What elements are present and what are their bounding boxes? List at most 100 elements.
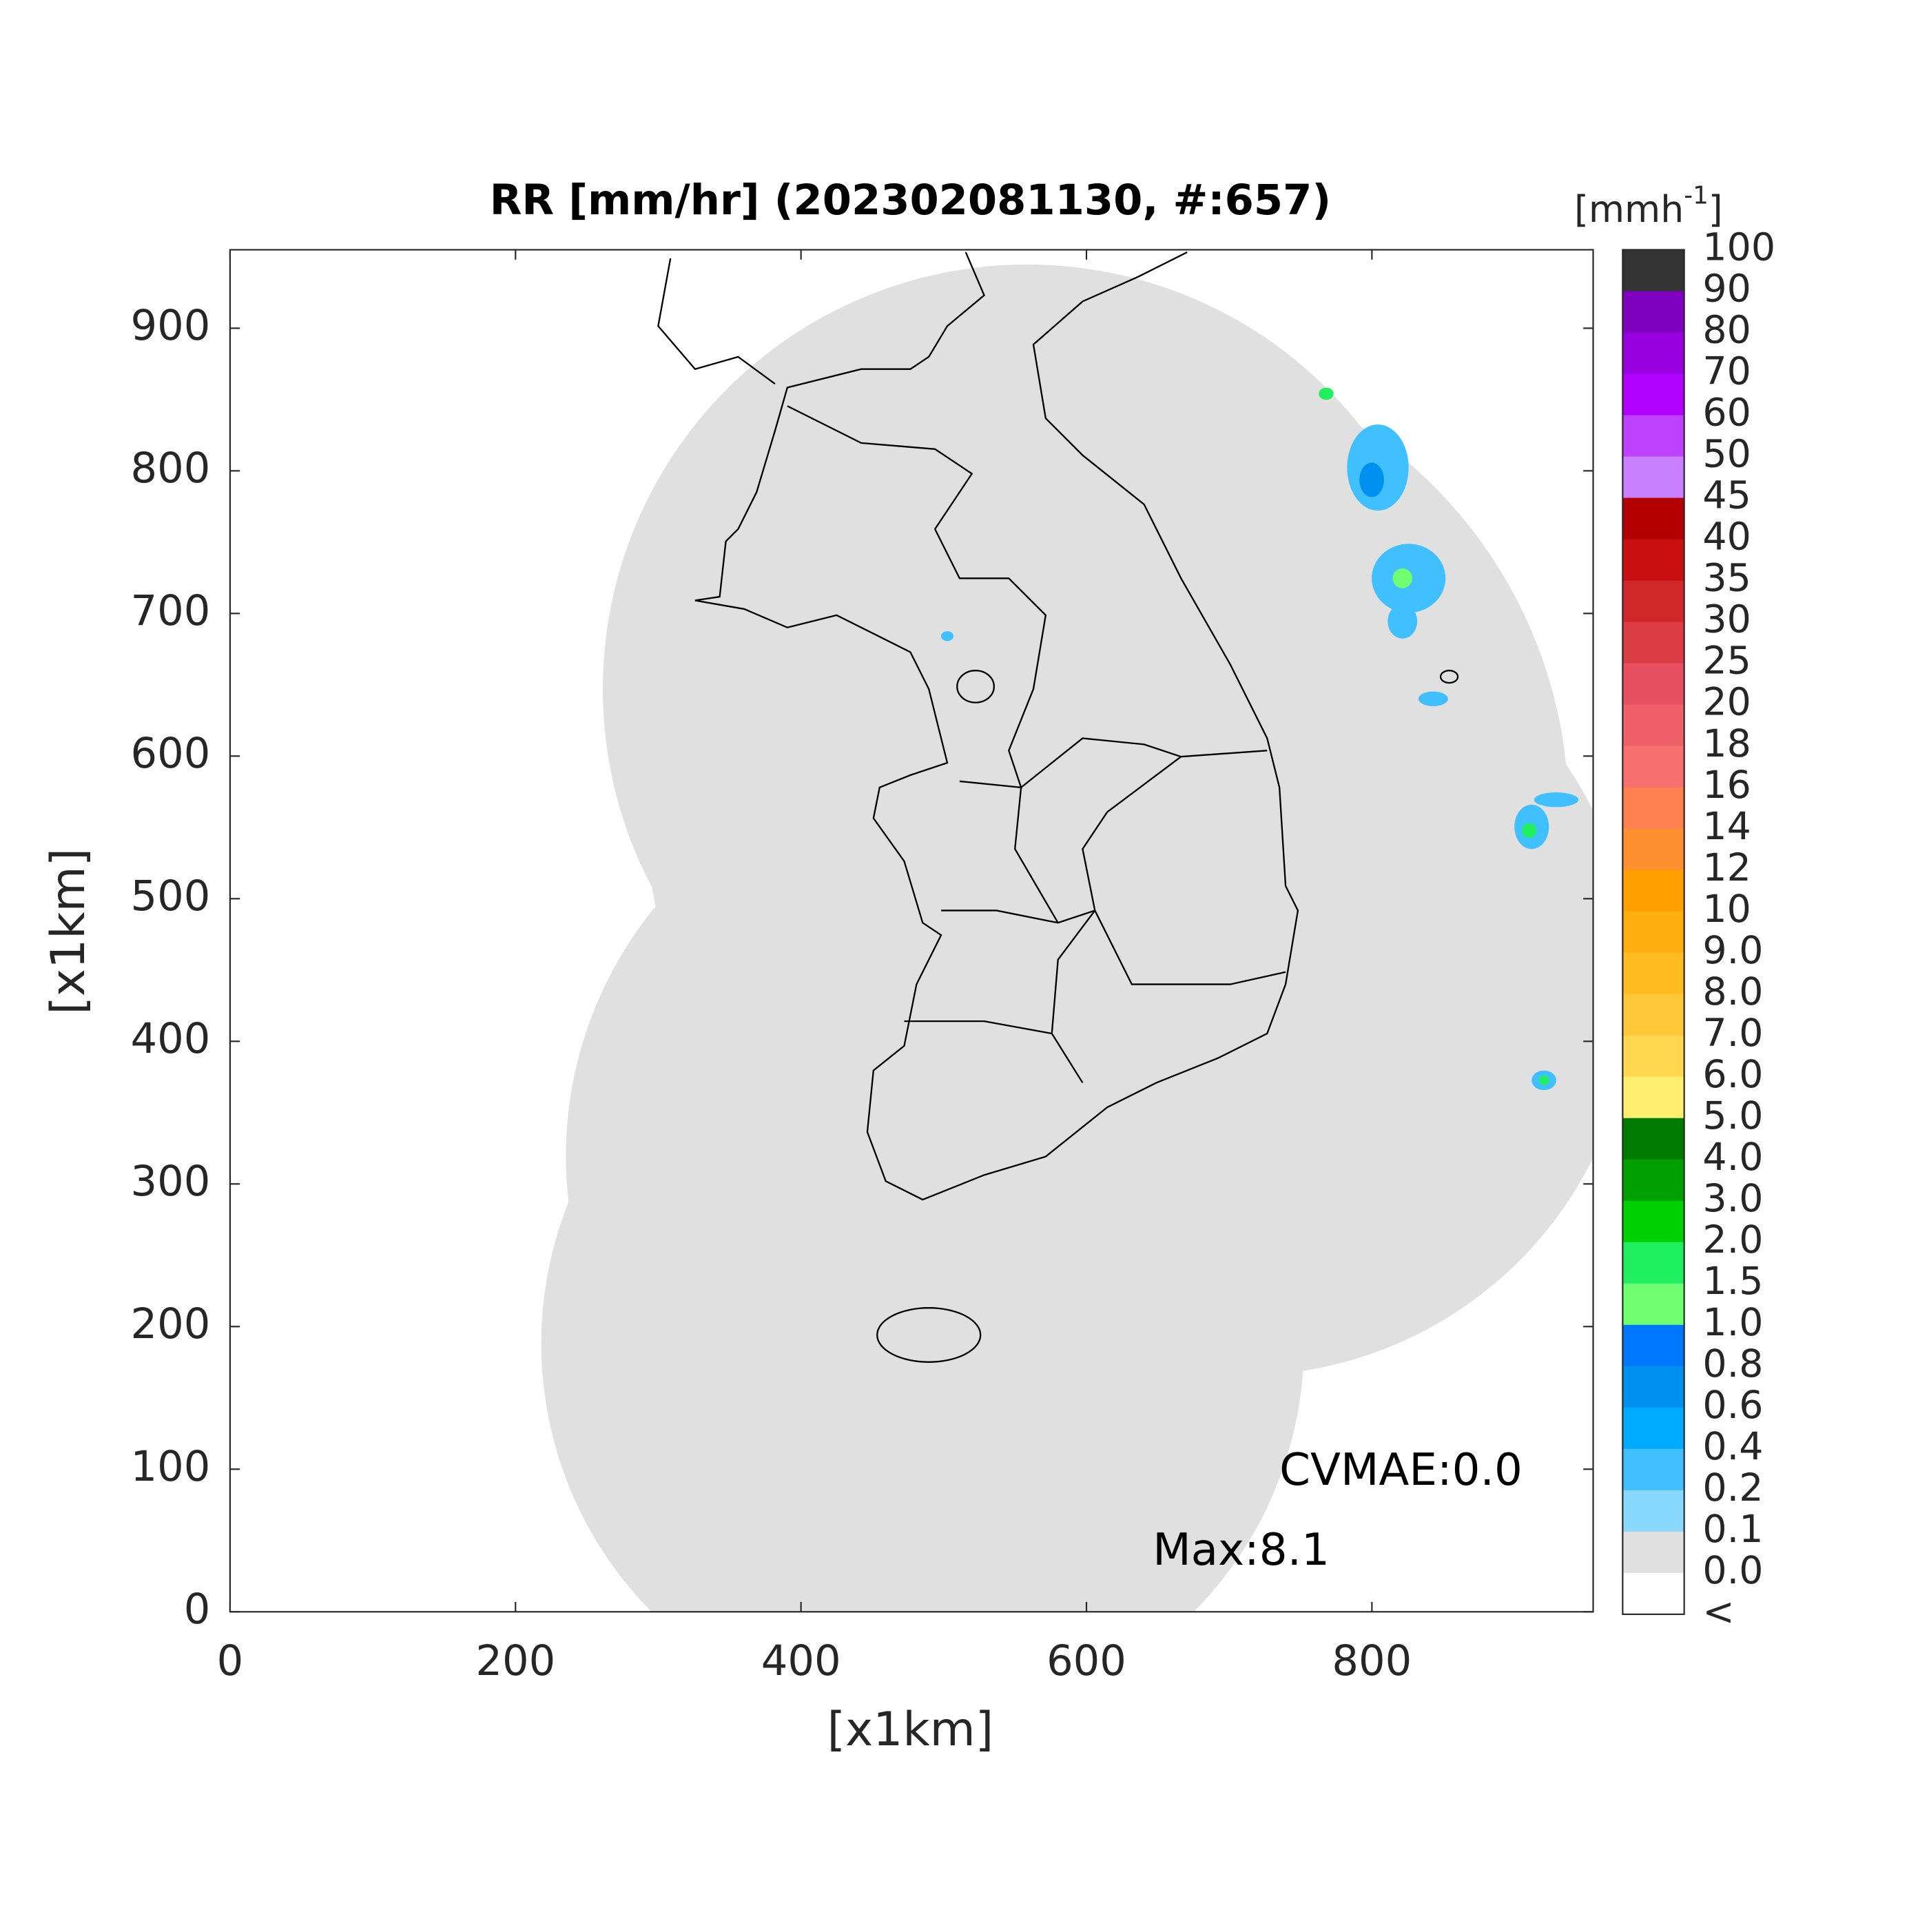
colorbar-label: 9.0 <box>1702 929 1763 973</box>
colorbar-label: 4.0 <box>1702 1135 1763 1180</box>
x-tick-label: 400 <box>761 1637 841 1685</box>
y-tick-label: 700 <box>130 587 210 635</box>
colorbar-swatch <box>1622 249 1684 292</box>
colorbar-label: 0.2 <box>1702 1466 1763 1510</box>
coastline <box>657 258 776 385</box>
unit-end: ] <box>1709 187 1723 231</box>
colorbar-swatch <box>1622 1159 1684 1202</box>
colorbar-label: 2.0 <box>1702 1218 1763 1262</box>
colorbar-label: 7.0 <box>1702 1011 1763 1056</box>
colorbar-label: 16 <box>1702 763 1751 808</box>
colorbar-label: 30 <box>1702 598 1751 642</box>
colorbar-swatch <box>1622 1366 1684 1408</box>
colorbar-label: 60 <box>1702 391 1751 435</box>
colorbar-swatch <box>1622 1531 1684 1574</box>
y-tick-label: 0 <box>184 1585 211 1634</box>
colorbar-swatch <box>1622 291 1684 333</box>
colorbar-label: < <box>1702 1590 1734 1634</box>
rain-cell <box>1392 568 1412 588</box>
rain-cell <box>1418 691 1448 706</box>
y-tick-label: 600 <box>130 730 210 778</box>
colorbar-label: 8.0 <box>1702 970 1763 1014</box>
rain-cells <box>941 387 1579 1091</box>
chart-title: RR [mm/hr] (202302081130, #:657) <box>490 176 1331 225</box>
colorbar-label: 0.6 <box>1702 1384 1763 1428</box>
unit-sup: -1 <box>1684 182 1709 210</box>
colorbar-swatch <box>1622 332 1684 375</box>
island <box>1439 670 1459 684</box>
y-tick-label: 200 <box>130 1300 210 1348</box>
x-tick-label: 600 <box>1046 1637 1126 1685</box>
colorbar-label: 0.0 <box>1702 1549 1763 1593</box>
y-tick-label: 800 <box>130 444 210 493</box>
axes-box <box>229 249 1594 1613</box>
colorbar-label: 80 <box>1702 309 1751 353</box>
colorbar-label: 0.4 <box>1702 1425 1763 1469</box>
unit-base: [mmh <box>1574 187 1684 231</box>
rain-cell <box>1359 462 1384 497</box>
colorbar-label: 20 <box>1702 681 1751 725</box>
colorbar-label: 40 <box>1702 515 1751 559</box>
colorbar-swatch <box>1622 911 1684 954</box>
colorbar-swatch <box>1622 1448 1684 1491</box>
colorbar-swatch <box>1622 1324 1684 1367</box>
colorbar-label: 3.0 <box>1702 1177 1763 1221</box>
colorbar-swatch <box>1622 828 1684 871</box>
coastline <box>694 251 1299 1201</box>
y-tick-label: 100 <box>130 1443 210 1491</box>
island <box>876 1307 982 1363</box>
colorbar-label: 12 <box>1702 846 1751 890</box>
x-tick-label: 200 <box>475 1637 555 1685</box>
colorbar-swatch <box>1622 870 1684 912</box>
colorbar-label: 0.1 <box>1702 1508 1763 1552</box>
x-tick-label: 800 <box>1332 1637 1412 1685</box>
colorbar-swatch <box>1622 1118 1684 1160</box>
colorbar-swatch <box>1622 994 1684 1036</box>
y-tick-label: 300 <box>130 1158 210 1206</box>
colorbar-swatch <box>1622 1200 1684 1243</box>
rain-cell <box>1521 823 1537 839</box>
colorbar-label: 14 <box>1702 805 1751 849</box>
colorbar-swatch <box>1622 1407 1684 1450</box>
colorbar-label: 90 <box>1702 267 1751 311</box>
rain-cell <box>941 631 953 641</box>
colorbar-label: 35 <box>1702 557 1751 601</box>
colorbar-swatch <box>1622 746 1684 788</box>
colorbar-swatch <box>1622 415 1684 458</box>
colorbar-swatch <box>1622 621 1684 664</box>
rain-cell <box>1534 792 1579 808</box>
colorbar-frame <box>1622 249 1685 1615</box>
colorbar-swatch <box>1622 1283 1684 1326</box>
colorbar-swatch <box>1622 1490 1684 1532</box>
colorbar-swatch <box>1622 1035 1684 1078</box>
colorbar-swatch <box>1622 1076 1684 1119</box>
rain-cell <box>1538 1075 1549 1085</box>
colorbar-label: 5.0 <box>1702 1094 1763 1138</box>
colorbar-swatch <box>1622 456 1684 499</box>
y-axis-label: [x1km] <box>41 848 96 1015</box>
annotation: CVMAE:0.0 <box>1279 1444 1523 1496</box>
colorbar-label: 6.0 <box>1702 1053 1763 1097</box>
colorbar-swatch <box>1622 787 1684 830</box>
colorbar-swatch <box>1622 373 1684 416</box>
colorbar-swatch <box>1622 497 1684 540</box>
colorbar-label: 70 <box>1702 350 1751 394</box>
colorbar-label: 45 <box>1702 474 1751 518</box>
rain-cell <box>1388 604 1418 639</box>
colorbar-label: 50 <box>1702 433 1751 477</box>
colorbar-swatch <box>1622 1242 1684 1284</box>
colorbar-swatch <box>1622 704 1684 747</box>
y-tick-label: 900 <box>130 302 210 350</box>
colorbar-swatch <box>1622 663 1684 706</box>
city-border <box>956 670 996 703</box>
colorbar-unit: [mmh-1] <box>1574 182 1723 231</box>
colorbar-swatch <box>1622 1572 1684 1615</box>
colorbar-label: 18 <box>1702 722 1751 766</box>
x-tick-label: 0 <box>217 1637 244 1685</box>
colorbar-swatch <box>1622 539 1684 582</box>
colorbar-swatch <box>1622 952 1684 995</box>
coastlines <box>657 251 1459 1363</box>
colorbar-label: 25 <box>1702 639 1751 684</box>
